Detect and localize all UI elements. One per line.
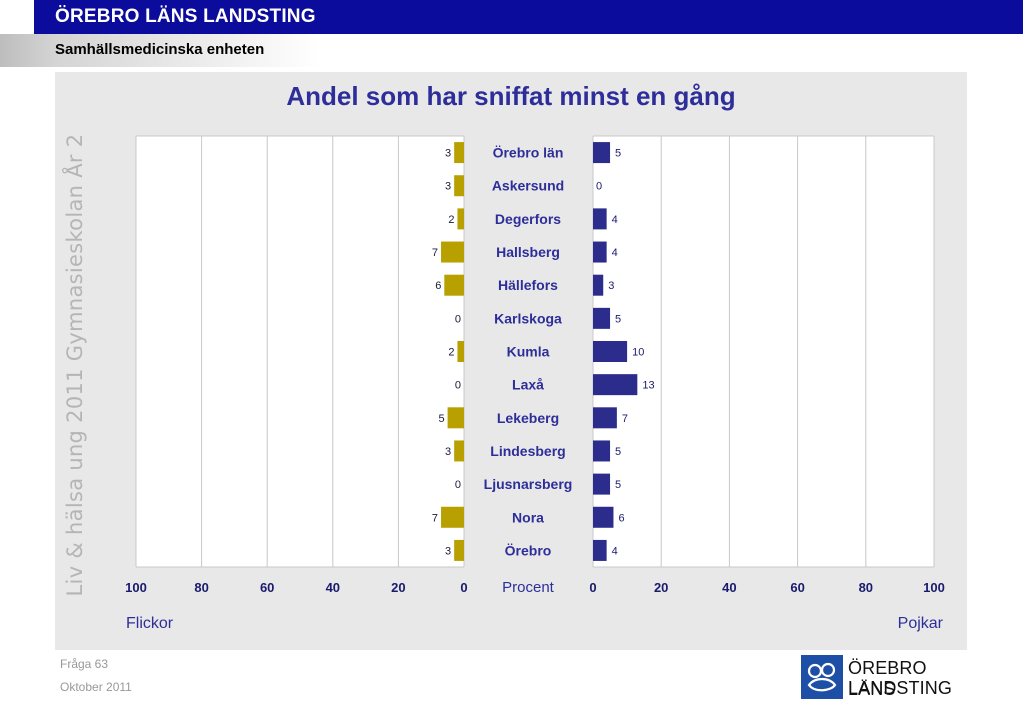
logo-line1: ÖREBRO LÄNS [848,658,927,699]
data-label-flickor: 3 [445,181,451,193]
data-label-pojkar: 7 [622,413,628,425]
bar-pojkar [593,539,607,561]
bar-pojkar [593,473,611,495]
plot-area-right [593,136,934,567]
left-series-label: Flickor [126,615,174,632]
header-title: ÖREBRO LÄNS LANDSTING [55,6,316,27]
data-label-flickor: 2 [448,347,454,359]
footer-question: Fråga 63 [60,657,109,671]
category-label: Kumla [507,344,550,360]
data-label-pojkar: 4 [612,247,618,259]
data-label-flickor: 0 [455,380,461,392]
tick-label-left: 20 [391,580,405,595]
header-bar [0,0,1023,34]
subheader-bar [0,34,1023,67]
tick-label-right: 60 [790,580,804,595]
logo: ÖREBRO LÄNS LANDSTING [801,655,971,701]
footer-date: Oktober 2011 [60,680,132,694]
data-label-pojkar: 3 [608,280,614,292]
bar-flickor [457,208,464,230]
data-label-flickor: 3 [445,446,451,458]
logo-mark [801,655,843,699]
bar-pojkar [593,307,611,329]
data-label-pojkar: 0 [596,181,602,193]
tick-label-left: 80 [194,580,208,595]
bar-pojkar [593,440,611,462]
data-label-pojkar: 5 [615,148,621,160]
data-label-flickor: 3 [445,148,451,160]
bar-flickor [454,142,464,164]
data-label-pojkar: 13 [642,380,654,392]
bar-pojkar [593,274,604,296]
data-label-flickor: 3 [445,545,451,557]
tick-label-right: 20 [654,580,668,595]
logo-emblem-icon [807,662,837,692]
tick-label-left: 100 [125,580,147,595]
tick-label-right: 80 [859,580,873,595]
bar-pojkar [593,374,638,396]
bar-pojkar [593,506,614,528]
bar-flickor [454,440,464,462]
subheader-title: Samhällsmedicinska enheten [55,41,265,58]
bar-flickor [441,241,464,263]
bar-flickor [441,506,464,528]
logo-line2: LANDSTING [848,678,952,698]
data-label-pojkar: 5 [615,479,621,491]
data-label-pojkar: 4 [612,214,618,226]
bar-flickor [447,407,464,429]
bar-flickor [457,341,464,362]
data-label-pojkar: 5 [615,446,621,458]
category-label: Lindesberg [490,443,565,459]
data-label-flickor: 5 [438,413,444,425]
right-series-label: Pojkar [898,615,944,632]
tick-label-right: 0 [589,580,596,595]
category-label: Hallsberg [496,244,560,260]
tick-label-left: 0 [460,580,467,595]
data-label-pojkar: 4 [612,545,618,557]
data-label-flickor: 0 [455,313,461,325]
category-label: Laxå [512,377,544,393]
data-label-flickor: 2 [448,214,454,226]
category-label: Askersund [492,178,564,194]
x-axis-label: Procent [502,579,555,596]
tick-label-right: 40 [722,580,736,595]
category-label: Örebro län [493,145,564,161]
category-label: Nora [512,509,544,525]
chart-title: Andel som har sniffat minst en gång [286,81,735,111]
tick-label-left: 60 [260,580,274,595]
category-label: Lekeberg [497,410,559,426]
category-label: Ljusnarsberg [484,476,573,492]
data-label-flickor: 7 [432,247,438,259]
bar-flickor [454,175,464,197]
bar-flickor [444,274,464,296]
tick-label-right: 100 [923,580,945,595]
data-label-flickor: 0 [455,479,461,491]
data-label-pojkar: 5 [615,313,621,325]
category-label: Karlskoga [494,310,562,326]
bar-pojkar [593,142,611,164]
bar-flickor [454,539,464,561]
header-accent [0,0,34,34]
bar-pojkar [593,241,607,263]
tick-label-left: 40 [326,580,340,595]
bar-pojkar [593,407,617,429]
data-label-flickor: 7 [432,512,438,524]
data-label-flickor: 6 [435,280,441,292]
plot-area-left [136,136,464,567]
data-label-pojkar: 10 [632,347,644,359]
category-label: Hällefors [498,277,558,293]
data-label-pojkar: 6 [618,512,624,524]
bar-pojkar [593,341,628,362]
category-label: Degerfors [495,211,561,227]
bar-pojkar [593,208,607,230]
category-label: Örebro [505,542,552,558]
